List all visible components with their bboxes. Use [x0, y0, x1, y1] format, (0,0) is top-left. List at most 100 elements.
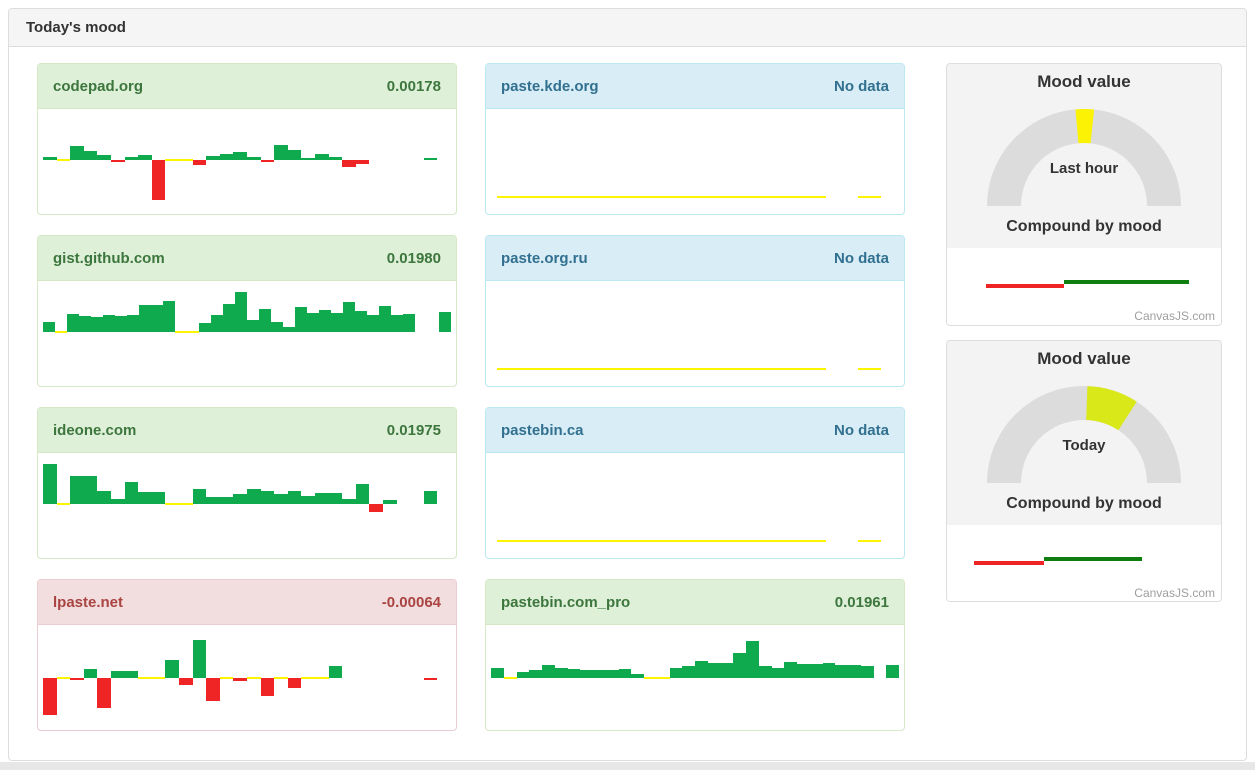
- gauge-chart: Last hour: [984, 100, 1184, 212]
- site-name: codepad.org: [53, 77, 144, 95]
- site-panel-header: codepad.org 0.00178: [38, 64, 456, 109]
- zero-line-segment: [858, 367, 881, 370]
- positive-bar: [115, 316, 127, 333]
- positive-bar: [301, 496, 315, 505]
- positive-bar: [287, 150, 302, 161]
- site-panel-header: paste.kde.org No data: [486, 64, 904, 109]
- site-mood-panel: lpaste.net -0.00064: [37, 579, 457, 731]
- positive-bar: [542, 665, 555, 678]
- site-name: lpaste.net: [53, 593, 124, 611]
- positive-bar: [886, 665, 899, 678]
- positive-bar: [516, 672, 530, 678]
- positive-bar: [165, 660, 179, 678]
- positive-bar: [771, 668, 785, 678]
- positive-bar: [233, 494, 247, 505]
- site-name: gist.github.com: [53, 249, 165, 267]
- positive-bar: [192, 640, 207, 678]
- positive-bar: [260, 491, 275, 505]
- positive-bar: [83, 476, 98, 505]
- negative-bar: [233, 678, 247, 681]
- gauge-ring: [987, 386, 1181, 483]
- mood-value: No data: [833, 421, 889, 439]
- site-panel-header: pastebin.ca No data: [486, 408, 904, 453]
- positive-bar: [367, 315, 379, 333]
- todays-mood-panel: Today's mood codepad.org 0.00178 gist.gith…: [8, 8, 1247, 761]
- canvasjs-watermark-link[interactable]: CanvasJS.com: [1134, 309, 1215, 323]
- positive-bar: [491, 668, 504, 678]
- positive-bar: [343, 302, 355, 333]
- positive-bar: [331, 313, 343, 333]
- negative-bar: [178, 678, 193, 685]
- zero-line-segment: [497, 539, 826, 542]
- site-panel-header: paste.org.ru No data: [486, 236, 904, 281]
- zero-marker: [219, 677, 234, 679]
- negative-bar: [355, 160, 370, 165]
- zero-marker: [178, 159, 193, 162]
- negative-bar: [206, 678, 220, 701]
- site-name: paste.org.ru: [501, 249, 588, 267]
- zero-line-segment: [497, 195, 826, 198]
- zero-marker: [138, 677, 152, 679]
- positive-bar: [247, 320, 259, 333]
- positive-bar: [271, 322, 283, 333]
- positive-bar: [835, 665, 848, 678]
- compound-title: Compound by mood: [1006, 218, 1162, 235]
- zero-marker: [165, 503, 179, 506]
- compound-positive-bar: [1044, 557, 1142, 561]
- mood-gauge-panel: Mood value Today Compound by mood CanvasJS.…: [946, 340, 1222, 602]
- positive-bar: [70, 146, 84, 161]
- mood-value: 0.00178: [386, 77, 441, 95]
- column-middle: paste.kde.org No data paste.org.ru No data p…: [485, 63, 905, 731]
- positive-bar: [391, 315, 403, 333]
- mood-value: No data: [833, 77, 889, 95]
- positive-bar: [83, 669, 98, 678]
- positive-bar: [247, 489, 261, 505]
- zero-marker: [274, 677, 288, 679]
- positive-bar: [379, 306, 391, 333]
- positive-bar: [342, 499, 356, 505]
- gauge-section: Mood value Last hour Compound by mood: [947, 64, 1221, 248]
- negative-bar: [423, 678, 438, 680]
- positive-bar: [746, 641, 759, 678]
- positive-bar: [439, 312, 451, 333]
- footer-strip: [0, 762, 1255, 770]
- positive-bar: [274, 145, 288, 161]
- positive-bar: [758, 666, 772, 678]
- gauge-value-wedge: [1086, 386, 1137, 431]
- positive-bar: [860, 666, 874, 678]
- site-panel-header: pastebin.com_pro 0.01961: [486, 580, 904, 625]
- zero-marker: [151, 677, 166, 679]
- positive-bar: [138, 155, 152, 161]
- zero-marker: [55, 331, 67, 334]
- gauge-period-label: Last hour: [1049, 160, 1119, 177]
- positive-bar: [124, 157, 139, 161]
- negative-bar: [110, 160, 125, 163]
- mood-bar-chart: [491, 286, 899, 382]
- positive-bar: [103, 315, 115, 333]
- site-mood-panel: gist.github.com 0.01980: [37, 235, 457, 387]
- gauge-title: Mood value: [1037, 349, 1131, 368]
- site-mood-panel: codepad.org 0.00178: [37, 63, 457, 215]
- positive-bar: [219, 154, 234, 161]
- positive-bar: [259, 309, 271, 333]
- positive-bar: [848, 665, 861, 678]
- positive-bar: [233, 152, 247, 161]
- gauge-title: Mood value: [1037, 72, 1131, 91]
- positive-bar: [192, 489, 207, 505]
- zero-marker: [656, 677, 670, 679]
- positive-bar: [328, 666, 343, 678]
- positive-bar: [328, 493, 343, 505]
- positive-bar: [618, 669, 632, 678]
- positive-bar: [314, 493, 329, 505]
- positive-bar: [797, 664, 810, 678]
- negative-bar: [342, 160, 356, 168]
- positive-bar: [206, 497, 220, 505]
- canvasjs-watermark-link[interactable]: CanvasJS.com: [1134, 586, 1215, 600]
- positive-bar: [567, 669, 581, 678]
- compound-range-chart: CanvasJS.com: [947, 248, 1221, 325]
- positive-bar: [127, 315, 139, 333]
- compound-range-chart: CanvasJS.com: [947, 525, 1221, 601]
- zero-marker: [56, 677, 71, 679]
- zero-marker: [178, 503, 193, 506]
- mood-value: 0.01975: [386, 421, 441, 439]
